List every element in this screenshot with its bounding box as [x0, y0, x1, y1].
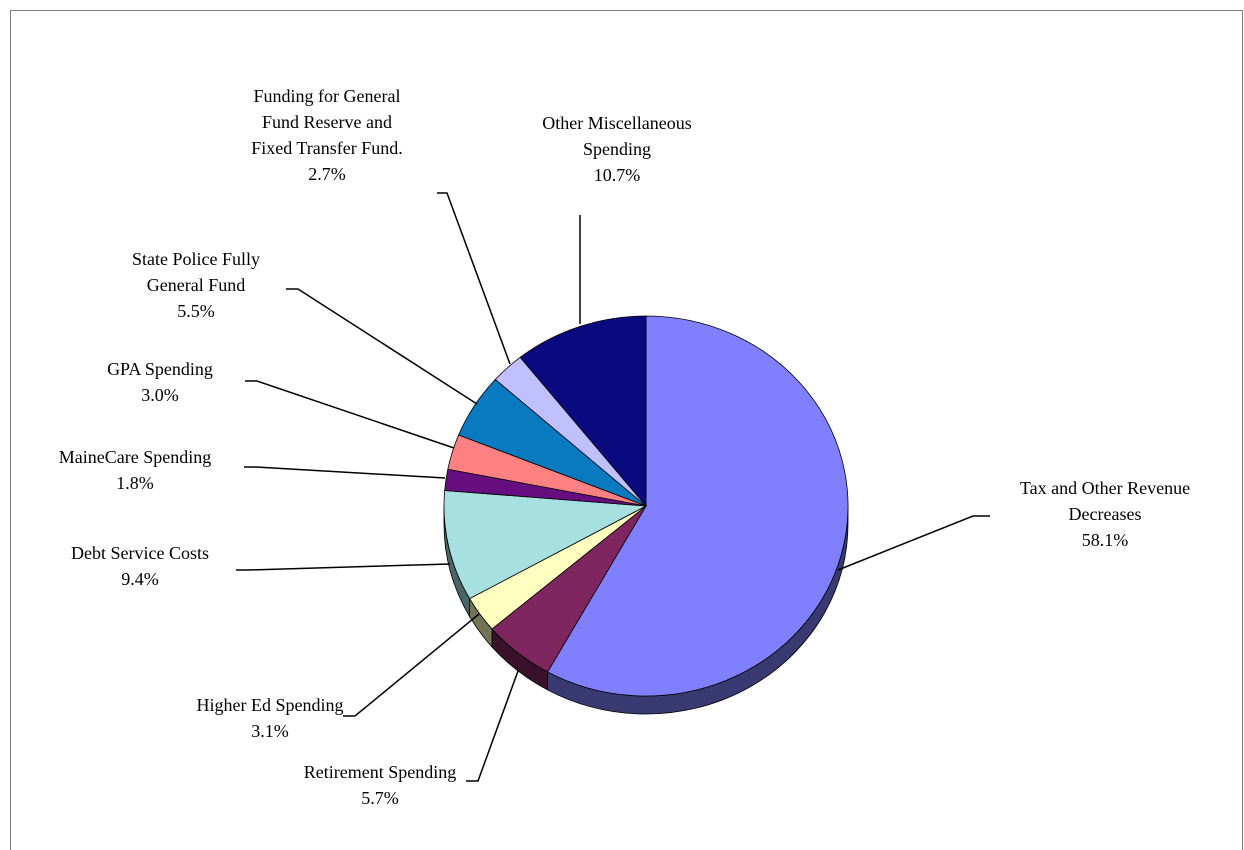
- leader-line-funding-for-general-fund-reserve-and-fixed-transfer-fund: [437, 192, 511, 365]
- pie-slice-debt-service-costs: [443, 490, 648, 600]
- data-label-category: Fund Reserve and: [262, 112, 392, 132]
- leader-line-retirement-spending: [466, 670, 519, 782]
- data-label-layer: Tax and Other Revenue Decreases 58.1% Retir…: [59, 86, 1190, 808]
- data-label-tax-and-other-revenue-decreases: Tax and Other Revenue Decreases 58.1%: [1020, 478, 1190, 550]
- data-label-percent: 3.0%: [141, 385, 179, 405]
- leader-line-tax-and-other-revenue-decreases: [837, 515, 990, 571]
- data-label-gpa-spending: GPA Spending 3.0%: [107, 359, 213, 405]
- leader-line-state-police-fully-general-fund: [286, 288, 478, 405]
- data-label-state-police-fully-general-fund: State Police Fully General Fund 5.5%: [132, 249, 260, 321]
- data-label-percent: 10.7%: [594, 165, 641, 185]
- data-label-category: Fixed Transfer Fund.: [251, 138, 403, 158]
- data-label-percent: 1.8%: [116, 473, 154, 493]
- data-label-funding-for-general-fund-reserve-and-fixed-transfer-fund: Funding for General Fund Reserve and Fixed…: [251, 86, 403, 184]
- data-label-percent: 2.7%: [308, 164, 346, 184]
- data-label-category: Debt Service Costs: [71, 543, 209, 563]
- leader-line-debt-service-costs: [236, 563, 451, 571]
- data-label-category: Spending: [583, 139, 651, 159]
- data-label-category: Funding for General: [254, 86, 401, 106]
- data-label-category: Tax and Other Revenue: [1020, 478, 1190, 498]
- data-label-retirement-spending: Retirement Spending 5.7%: [304, 762, 456, 808]
- data-label-percent: 3.1%: [251, 721, 289, 741]
- data-label-percent: 9.4%: [121, 569, 159, 589]
- data-label-other-miscellaneous-spending: Other Miscellaneous Spending 10.7%: [542, 113, 691, 185]
- data-label-percent: 5.7%: [361, 788, 399, 808]
- data-label-category: Higher Ed Spending: [197, 695, 344, 715]
- chart-frame: [10, 10, 1243, 850]
- data-label-category: State Police Fully: [132, 249, 260, 269]
- data-label-percent: 5.5%: [177, 301, 215, 321]
- data-label-higher-ed-spending: Higher Ed Spending 3.1%: [197, 695, 344, 741]
- leader-line-higher-ed-spending: [343, 613, 480, 717]
- data-label-debt-service-costs: Debt Service Costs 9.4%: [71, 543, 209, 589]
- data-label-category: General Fund: [147, 275, 245, 295]
- leader-line-gpa-spending: [245, 380, 455, 449]
- data-label-category: Other Miscellaneous: [542, 113, 691, 133]
- data-label-category: Retirement Spending: [304, 762, 456, 782]
- leader-line-mainecare-spending: [244, 466, 446, 479]
- pie-depth-layer: [443, 505, 849, 715]
- data-label-mainecare-spending: MaineCare Spending 1.8%: [59, 447, 211, 493]
- data-label-category: Decreases: [1069, 504, 1142, 524]
- pie-slice-other-miscellaneous-spending: [519, 315, 647, 508]
- data-label-category: MaineCare Spending: [59, 447, 211, 467]
- data-label-percent: 58.1%: [1082, 530, 1129, 550]
- pie-slice-layer: [443, 315, 849, 697]
- data-label-category: GPA Spending: [107, 359, 213, 379]
- leader-line-layer: [236, 192, 990, 782]
- pie-slice-tax-and-other-revenue-decreases: [547, 315, 849, 697]
